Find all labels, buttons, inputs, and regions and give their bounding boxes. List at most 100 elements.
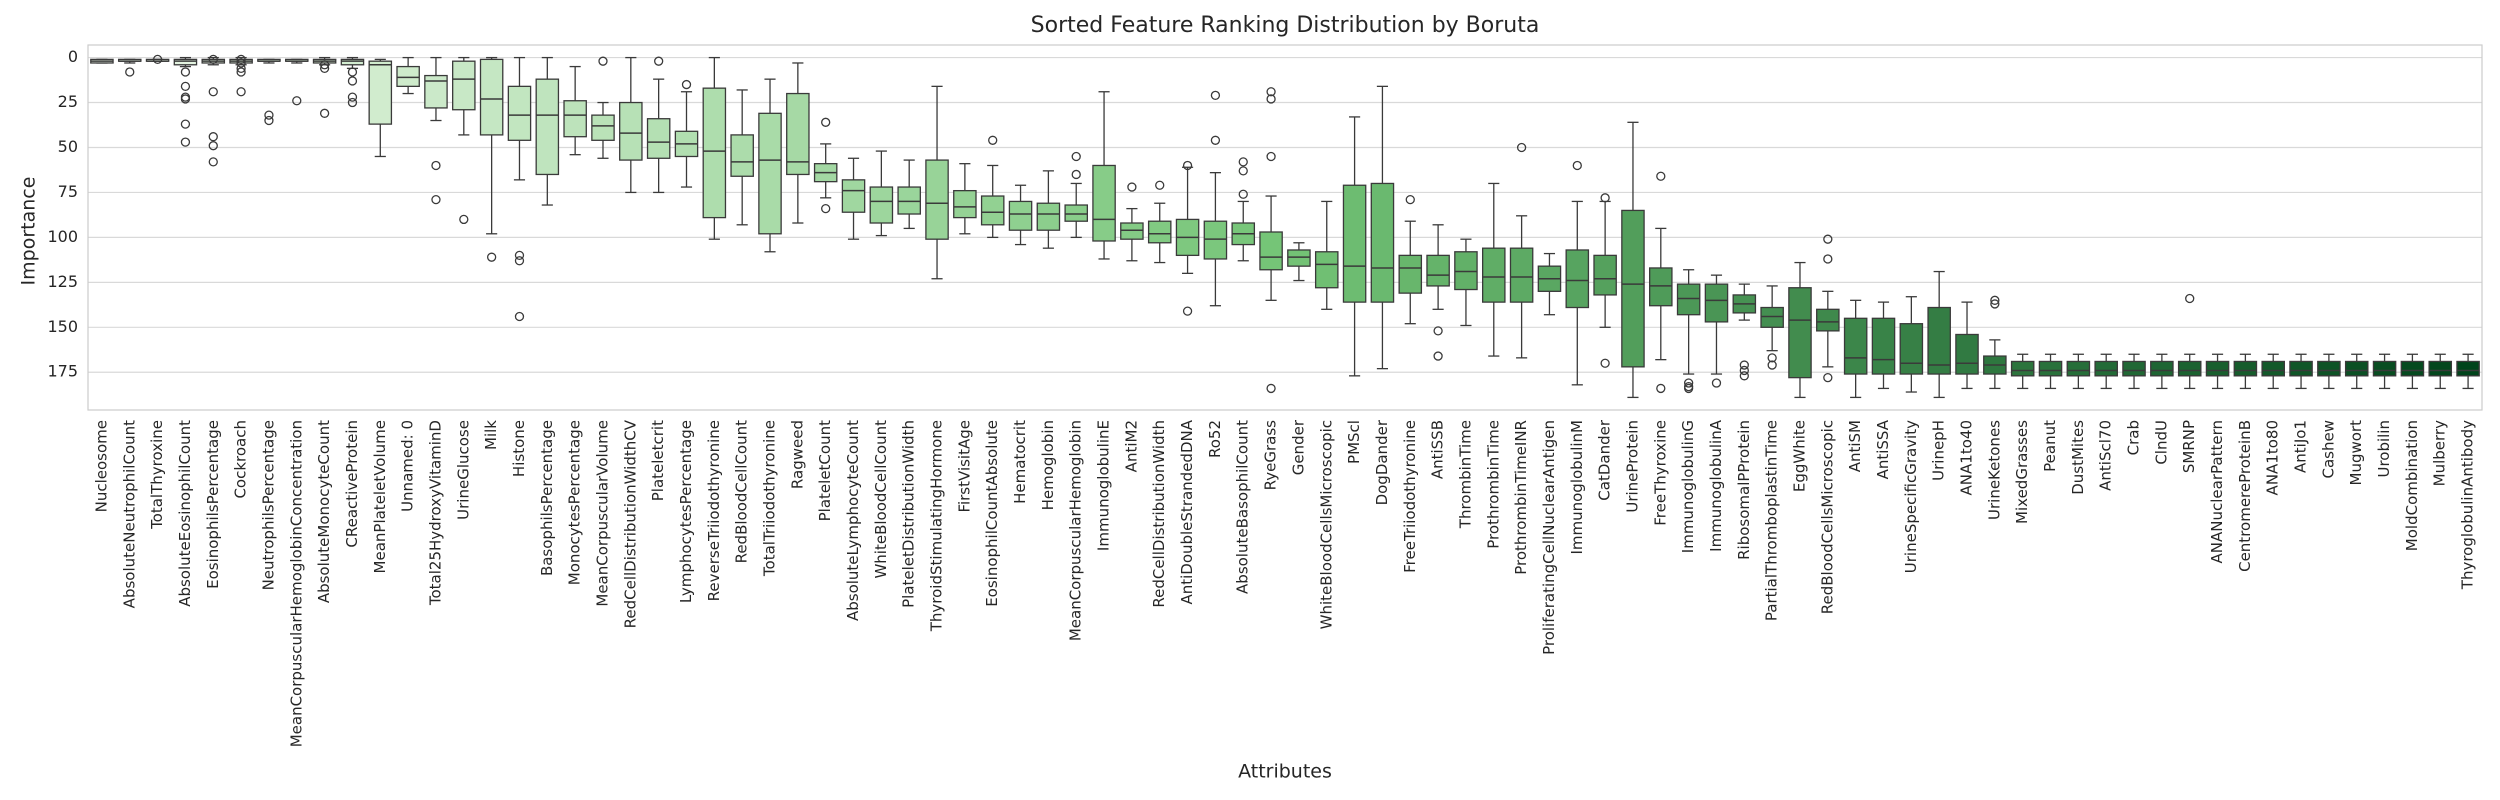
y-tick-label: 125 <box>47 272 78 291</box>
box <box>563 100 587 138</box>
outlier <box>1572 160 1582 171</box>
box <box>1676 283 1701 316</box>
x-tick-label: Ro52 <box>1206 420 1224 458</box>
x-tick-label: Histone <box>510 420 528 477</box>
box <box>1092 164 1116 242</box>
box <box>479 58 504 136</box>
box <box>173 58 198 66</box>
outlier <box>1155 180 1165 190</box>
x-tick-label: UrineSpecificGravity <box>1902 420 1920 573</box>
outlier <box>988 135 998 145</box>
x-tick-label: ImmunoglobulinE <box>1095 420 1113 551</box>
outlier <box>1266 151 1276 162</box>
outlier <box>1516 142 1527 153</box>
x-tick-label: UrineProtein <box>1623 420 1641 513</box>
x-tick-label: MeanCorpuscularHemoglobin <box>1067 420 1085 641</box>
x-tick-label: CReactiveProtein <box>343 420 361 548</box>
outlier <box>208 132 218 142</box>
outlier <box>1739 365 1749 376</box>
y-tick-label: 75 <box>58 182 78 201</box>
x-tick-label: PartialThromboplastinTime <box>1763 420 1781 621</box>
box <box>1509 247 1534 303</box>
outlier <box>821 203 831 214</box>
x-tick-label: PMScl <box>1345 420 1363 464</box>
box <box>897 186 921 215</box>
outlier <box>208 54 218 65</box>
outlier <box>125 67 135 77</box>
box <box>1342 184 1367 303</box>
outlier <box>1238 157 1248 167</box>
outlier <box>1071 151 1081 162</box>
x-tick-label: AbsoluteLymphocyteCount <box>844 420 862 621</box>
outlier <box>180 119 191 129</box>
x-tick-label: Cockroach <box>232 420 250 499</box>
x-tick-label: TotalThyroxine <box>148 420 166 530</box>
outlier <box>264 115 274 126</box>
x-tick-label: Nucleosome <box>92 420 110 512</box>
box <box>1649 267 1673 307</box>
box <box>1008 200 1033 231</box>
box <box>368 60 393 125</box>
x-tick-label: MoldCombination <box>2403 420 2421 551</box>
x-tick-label: MeanPlateletVolume <box>371 420 389 573</box>
outlier <box>319 63 330 74</box>
outlier <box>180 137 191 147</box>
x-tick-label: ClndU <box>2152 420 2170 465</box>
outlier <box>514 250 525 261</box>
box <box>1064 204 1089 222</box>
box <box>2400 360 2425 377</box>
outlier <box>654 56 664 66</box>
x-tick-label: EosinophilsPercentage <box>204 420 222 589</box>
box <box>619 101 643 161</box>
x-tick-label: AntiJo1 <box>2292 420 2310 473</box>
outlier <box>1127 182 1137 192</box>
box <box>786 92 810 176</box>
box <box>1036 202 1061 231</box>
outlier <box>347 67 358 77</box>
box <box>869 186 894 224</box>
outlier <box>292 96 302 106</box>
outlier <box>208 157 218 167</box>
x-tick-label: AntiScl70 <box>2097 420 2115 491</box>
x-tick-label: AntiDoubleStrandedDNA <box>1178 419 1196 604</box>
box <box>1314 251 1339 289</box>
outlier <box>208 87 218 97</box>
x-tick-label: AntiM2 <box>1122 420 1140 472</box>
outlier <box>1433 351 1443 361</box>
y-tick-label: 150 <box>47 317 78 336</box>
outlier <box>681 79 692 90</box>
outlier <box>1823 234 1833 244</box>
x-tick-label: AbsoluteNeutrophilCount <box>120 420 138 608</box>
outlier <box>236 54 246 65</box>
x-tick-label: ImmunoglobulinA <box>1707 419 1725 552</box>
y-tick-label: 25 <box>58 92 78 111</box>
x-tick-label: ThrombinTime <box>1456 420 1474 529</box>
x-tick-label: FreeTriiodothyronine <box>1401 420 1419 573</box>
outlier <box>180 67 191 77</box>
outlier <box>180 94 191 104</box>
x-tick-label: RedBloodCellsMicroscopic <box>1818 420 1836 614</box>
box <box>925 159 949 240</box>
outlier <box>1767 353 1777 363</box>
x-tick-label: ImmunoglobulinM <box>1568 420 1586 555</box>
outlier <box>1739 360 1749 370</box>
outlier <box>1238 189 1248 199</box>
x-tick-label: MixedGrasses <box>2013 420 2031 524</box>
box <box>396 65 420 88</box>
x-tick-label: AbsoluteMonocyteCount <box>315 420 333 603</box>
box <box>1370 182 1395 303</box>
x-tick-label: AbsoluteEosinophilCount <box>176 420 194 607</box>
box <box>1147 220 1172 244</box>
outlier <box>514 256 525 266</box>
box <box>2066 360 2091 377</box>
box <box>1481 247 1506 303</box>
chart-title: Sorted Feature Ranking Distribution by B… <box>1031 13 1540 38</box>
outlier <box>1683 383 1694 394</box>
box <box>1203 220 1228 260</box>
x-tick-label: Crab <box>2125 420 2143 455</box>
x-tick-label: MeanCorpuscularHemoglobinConcentration <box>287 420 305 747</box>
box <box>1593 254 1617 296</box>
outlier <box>180 81 191 92</box>
x-tick-label: MeanCorpuscularVolume <box>593 420 611 607</box>
